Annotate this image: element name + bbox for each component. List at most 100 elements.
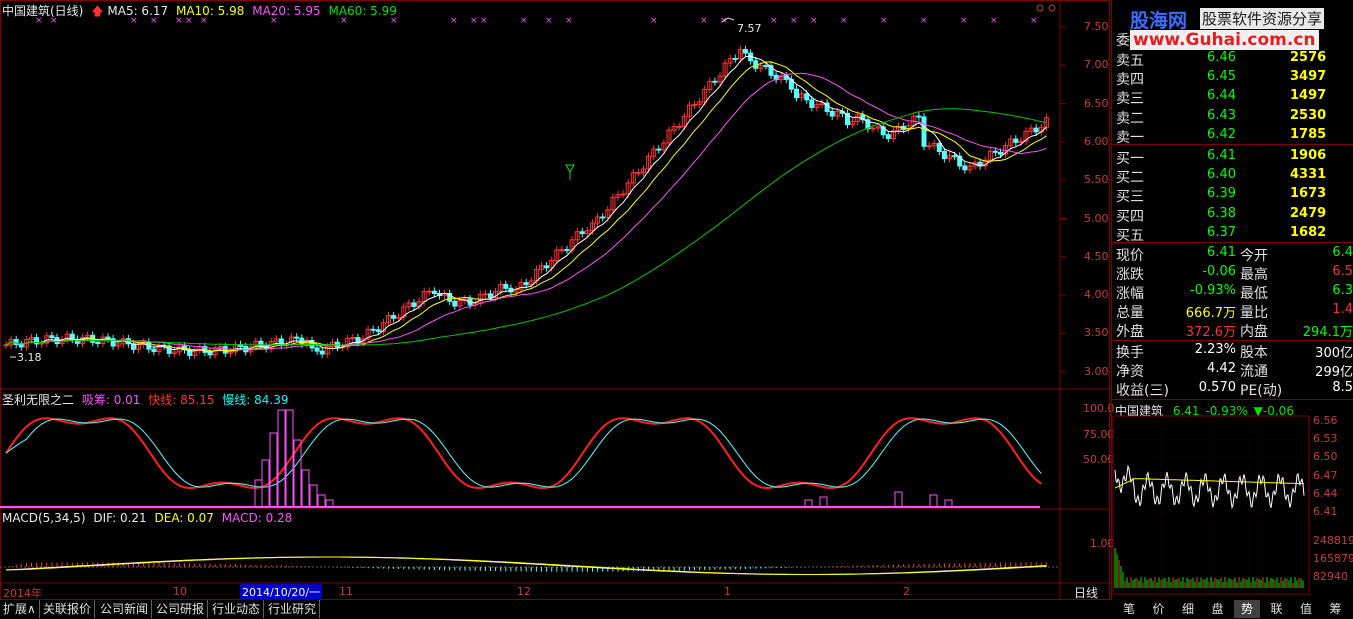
candle[interactable] [156,341,162,356]
candle[interactable] [574,227,580,244]
candle[interactable] [921,113,927,151]
candle[interactable] [431,287,437,298]
candle[interactable] [717,72,723,86]
candle[interactable] [1023,127,1029,145]
candle[interactable] [880,122,886,139]
candle[interactable] [982,156,988,170]
candle[interactable] [697,98,703,109]
candle[interactable] [809,96,815,112]
candle[interactable] [197,342,203,355]
candle[interactable] [314,344,320,355]
bottom-tab-item[interactable]: 扩展∧ [0,600,40,618]
candle[interactable] [110,334,116,350]
candle[interactable] [18,340,24,351]
candle[interactable] [503,280,509,293]
candle[interactable] [712,77,718,86]
side-tab-item[interactable]: 盘 [1211,602,1224,616]
selected-date-label[interactable]: 2014/10/20/一 [240,584,323,600]
candle[interactable] [278,335,284,349]
candle[interactable] [610,193,616,214]
candle[interactable] [656,145,662,154]
candle[interactable] [1013,135,1019,147]
candle[interactable] [967,162,973,174]
indicator1-name[interactable]: 圣利无限之二 [2,393,75,407]
candle[interactable] [472,299,478,309]
candle[interactable] [947,151,952,163]
candle[interactable] [600,213,606,222]
candle[interactable] [732,54,738,63]
candle[interactable] [737,45,743,63]
candle[interactable] [783,71,789,84]
candle[interactable] [375,325,381,336]
candle[interactable] [916,112,922,121]
candle[interactable] [743,45,748,57]
candle[interactable] [722,59,728,80]
side-tab-item[interactable]: 势 [1234,600,1260,618]
candle[interactable] [457,296,463,310]
candle[interactable] [391,311,397,323]
candle[interactable] [345,334,351,351]
candle[interactable] [936,139,942,156]
candle[interactable] [651,145,657,161]
candle[interactable] [559,245,565,254]
kline-chart-canvas[interactable]: × × × × × × × × × × × × × × × × × × × × × × × × × × × × [0,0,1110,600]
candle[interactable] [885,130,891,143]
candle[interactable] [681,112,687,131]
candle[interactable] [1038,123,1044,136]
side-tab-item[interactable]: 联 [1270,602,1283,616]
candle[interactable] [630,168,636,187]
candle[interactable] [85,331,91,342]
candle[interactable] [584,226,590,238]
candle[interactable] [620,190,626,199]
side-tab-item[interactable]: 筹 [1329,602,1342,616]
candle[interactable] [824,99,830,116]
bottom-tab-item[interactable]: 公司新闻 [97,600,153,618]
candle[interactable] [686,101,692,121]
candle[interactable] [671,122,677,134]
candle[interactable] [661,139,667,154]
candle[interactable] [860,111,866,124]
period-label[interactable]: 日线 [1074,586,1099,600]
candle[interactable] [926,141,932,151]
candle[interactable] [452,297,458,310]
side-tab-item[interactable]: 细 [1181,602,1194,616]
candle[interactable] [1008,135,1014,150]
candle[interactable] [865,115,871,133]
candle[interactable] [768,61,774,80]
candle[interactable] [39,339,45,348]
candle[interactable] [544,261,550,272]
candle[interactable] [406,299,412,311]
candle[interactable] [641,165,646,177]
candle[interactable] [13,335,19,349]
candle[interactable] [702,85,708,106]
side-tab-item[interactable]: 价 [1152,602,1165,616]
candle[interactable] [482,290,488,299]
side-tab-item[interactable]: 值 [1299,602,1312,616]
side-tab-item[interactable]: 笔 [1122,602,1135,616]
candle[interactable] [666,126,672,147]
candle[interactable] [850,117,856,129]
candle[interactable] [727,54,733,67]
candle[interactable] [957,152,963,170]
candle[interactable] [635,168,641,177]
macd-name[interactable]: MACD(5,34,5) [2,511,86,525]
candle[interactable] [931,139,937,150]
candle[interactable] [794,85,799,102]
candle[interactable] [707,77,713,94]
candle[interactable] [370,325,376,334]
candle[interactable] [442,289,448,300]
bottom-tab-item[interactable]: 行业研究 [265,600,321,618]
candle[interactable] [906,121,912,134]
candle[interactable] [192,346,198,360]
candle[interactable] [554,246,560,265]
candle[interactable] [447,289,453,306]
bottom-tab-item[interactable]: 公司研报 [153,600,209,618]
candle[interactable] [564,245,570,254]
candle[interactable] [941,147,947,163]
candle[interactable] [845,109,850,129]
candle[interactable] [233,340,238,356]
candle[interactable] [319,347,325,358]
candle[interactable] [646,152,652,173]
candle[interactable] [365,325,371,343]
candle[interactable] [799,89,805,102]
